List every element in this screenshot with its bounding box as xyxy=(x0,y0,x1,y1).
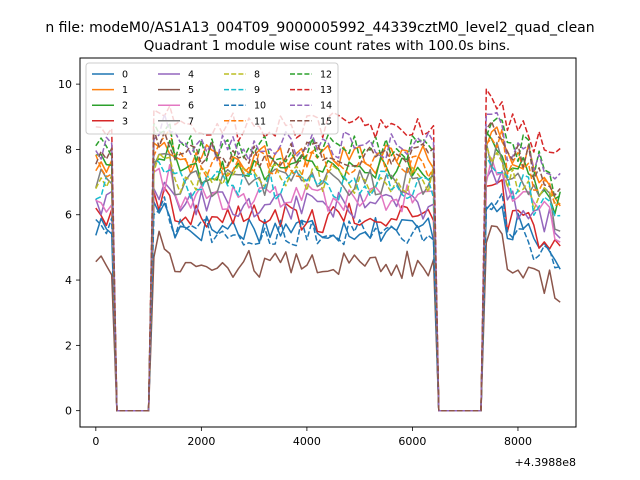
legend-label: 4 xyxy=(188,70,194,81)
legend-label: 3 xyxy=(122,116,128,127)
legend-label: 14 xyxy=(320,101,332,112)
axes-frame xyxy=(79,57,577,428)
y-axis: 0 2 4 6 8 10 xyxy=(58,78,80,418)
legend-label: 0 xyxy=(122,70,128,81)
legend-label: 12 xyxy=(320,70,332,81)
y-tick-label: 10 xyxy=(58,78,72,91)
legend-frame xyxy=(85,62,339,135)
chart-title: Quadrant 1 module wise count rates with … xyxy=(144,38,510,54)
x-tick-label: 2000 xyxy=(187,435,215,448)
y-tick-label: 4 xyxy=(65,274,72,287)
legend-label: 15 xyxy=(320,116,332,127)
series-line-12 xyxy=(95,117,561,412)
figure-suptitle: n file: modeM0/AS1A13_004T09_9000005992_… xyxy=(45,20,594,36)
legend-label: 9 xyxy=(254,85,260,96)
x-axis-offset-label: +4.3988e8 xyxy=(515,456,576,469)
y-tick-label: 8 xyxy=(65,143,72,156)
x-tick-label: 6000 xyxy=(398,435,426,448)
series-line-9 xyxy=(95,155,561,412)
legend-label: 11 xyxy=(254,116,266,127)
legend-label: 7 xyxy=(188,116,194,127)
legend-label: 5 xyxy=(188,85,194,96)
plot-area xyxy=(79,57,577,428)
x-axis: 0 2000 4000 6000 8000 xyxy=(92,427,532,448)
x-tick-label: 8000 xyxy=(504,435,532,448)
y-tick-label: 2 xyxy=(65,339,72,352)
legend-label: 10 xyxy=(254,101,266,112)
series-layer xyxy=(95,88,561,412)
legend-label: 1 xyxy=(122,85,128,96)
legend-label: 13 xyxy=(320,85,332,96)
x-tick-label: 0 xyxy=(92,435,99,448)
y-tick-label: 6 xyxy=(65,209,72,222)
x-tick-label: 4000 xyxy=(293,435,321,448)
legend-label: 2 xyxy=(122,101,128,112)
legend-label: 6 xyxy=(188,101,194,112)
y-tick-label: 0 xyxy=(65,405,72,418)
legend-label: 8 xyxy=(254,70,260,81)
